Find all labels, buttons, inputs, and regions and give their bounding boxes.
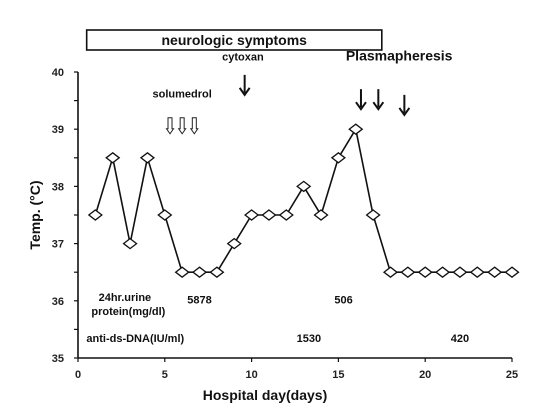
data-point: [348, 123, 364, 136]
data-point: [261, 209, 277, 221]
series-layer: [87, 123, 520, 279]
arrow-head: [372, 101, 385, 111]
annotation-label: 506: [334, 295, 352, 307]
y-tick-label: 35: [52, 353, 64, 365]
data-point: [226, 237, 242, 250]
annotation-label: 5878: [187, 295, 211, 307]
arrow-shape: [177, 117, 187, 135]
data-point: [209, 266, 225, 279]
series-line: [94, 127, 512, 274]
data-point: [174, 266, 190, 279]
data-point: [434, 266, 451, 279]
annotation-label: cytoxan: [222, 52, 264, 64]
down-arrow: [398, 94, 411, 117]
annotation-label: Plasmapheresis: [346, 48, 453, 64]
x-tick-label: 10: [245, 369, 257, 381]
annotation-label: anti-ds-DNA(IU/ml): [86, 333, 184, 345]
data-point: [244, 209, 260, 221]
data-point: [382, 266, 399, 279]
x-axis-title: Hospital day(days): [203, 387, 327, 403]
x-tick-label: 0: [75, 369, 81, 381]
annotation-label: 1530: [297, 333, 321, 345]
data-point: [122, 237, 138, 250]
data-point: [278, 209, 294, 221]
down-arrow: [355, 89, 367, 111]
axes: 35 36 37 38 39 40 0 5 10 15 20 25: [52, 67, 518, 381]
y-tick-label: 36: [52, 296, 64, 308]
data-point: [191, 266, 208, 279]
data-point: [365, 209, 381, 221]
x-tick-label: 20: [419, 369, 431, 381]
hollow-arrow: [177, 117, 187, 135]
down-arrow: [372, 89, 385, 111]
y-tick-label: 40: [52, 67, 64, 79]
arrow-head: [398, 107, 411, 117]
y-tick-label: 39: [52, 124, 64, 136]
data-point: [400, 266, 416, 279]
data-point: [487, 266, 503, 279]
arrow-shape: [165, 117, 175, 135]
annotation-label: 24hr.urine: [99, 292, 152, 304]
annotation-label: protein(mg/dl): [91, 306, 165, 318]
data-point: [330, 151, 346, 164]
data-point: [504, 266, 520, 279]
banner-label: neurologic symptoms: [162, 32, 308, 48]
hollow-arrow: [189, 117, 199, 135]
data-point: [296, 180, 312, 193]
arrows-layer: [165, 74, 411, 135]
data-point: [157, 209, 173, 221]
banner-box: [85, 29, 383, 51]
annotation-label: 420: [451, 333, 469, 345]
data-point: [105, 151, 121, 164]
data-point: [452, 266, 468, 279]
hollow-arrow: [165, 117, 175, 135]
arrow-head: [238, 87, 251, 97]
annotations-layer: solumedrol cytoxan Plasmapheresis 24hr.urin…: [86, 48, 469, 345]
data-point: [469, 266, 485, 279]
data-point: [417, 266, 433, 279]
data-point: [313, 209, 329, 221]
annotation-label: solumedrol: [153, 89, 212, 101]
y-tick-label: 37: [52, 239, 64, 251]
arrow-head: [355, 101, 367, 111]
data-point: [139, 151, 156, 164]
arrow-shape: [189, 117, 199, 135]
x-tick-label: 5: [162, 369, 168, 381]
down-arrow: [238, 74, 251, 97]
x-tick-label: 25: [506, 369, 518, 381]
y-tick-label: 38: [52, 181, 64, 193]
y-axis-title: Temp. (°C): [27, 180, 43, 249]
x-tick-label: 15: [332, 369, 344, 381]
data-point: [87, 209, 103, 221]
banner-layer: neurologic symptoms: [85, 29, 383, 51]
